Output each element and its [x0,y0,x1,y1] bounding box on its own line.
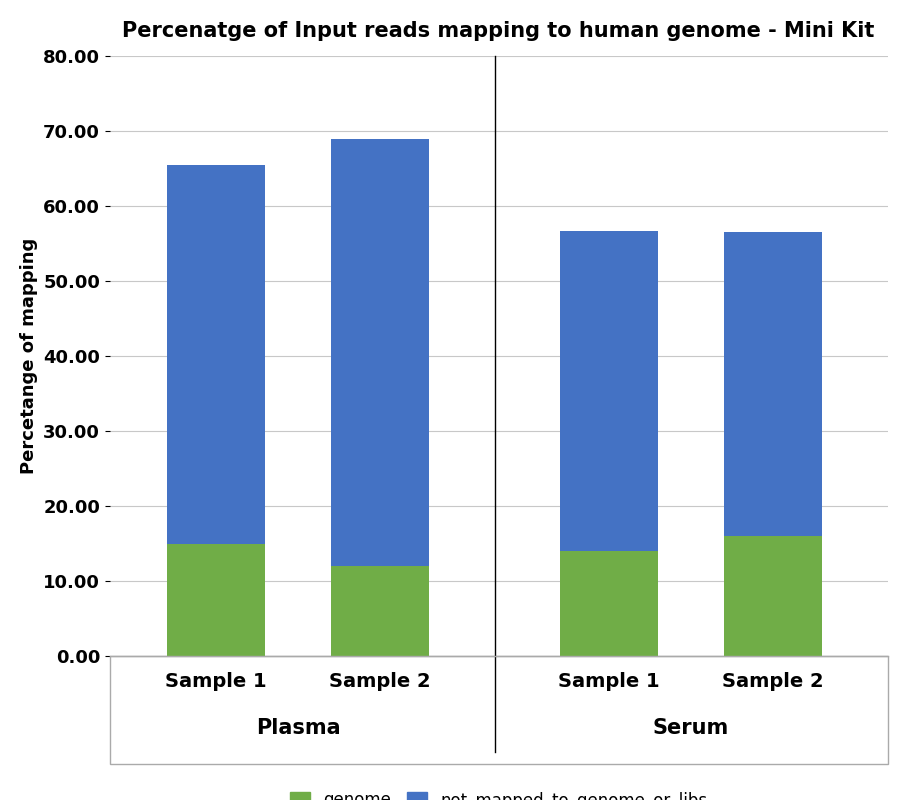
Bar [331,138,429,566]
Bar [331,566,429,656]
Y-axis label: Percetange of mapping: Percetange of mapping [19,238,38,474]
Bar [724,536,822,656]
Bar [560,230,658,551]
Bar [167,543,265,656]
Text: Serum: Serum [653,718,729,738]
Bar [724,231,822,536]
Legend: genome, not_mapped_to_genome_or_libs: genome, not_mapped_to_genome_or_libs [289,791,708,800]
Bar [167,165,265,543]
Bar [560,551,658,656]
Title: Percenatge of Input reads mapping to human genome - Mini Kit: Percenatge of Input reads mapping to hum… [123,21,875,41]
Text: Plasma: Plasma [256,718,340,738]
